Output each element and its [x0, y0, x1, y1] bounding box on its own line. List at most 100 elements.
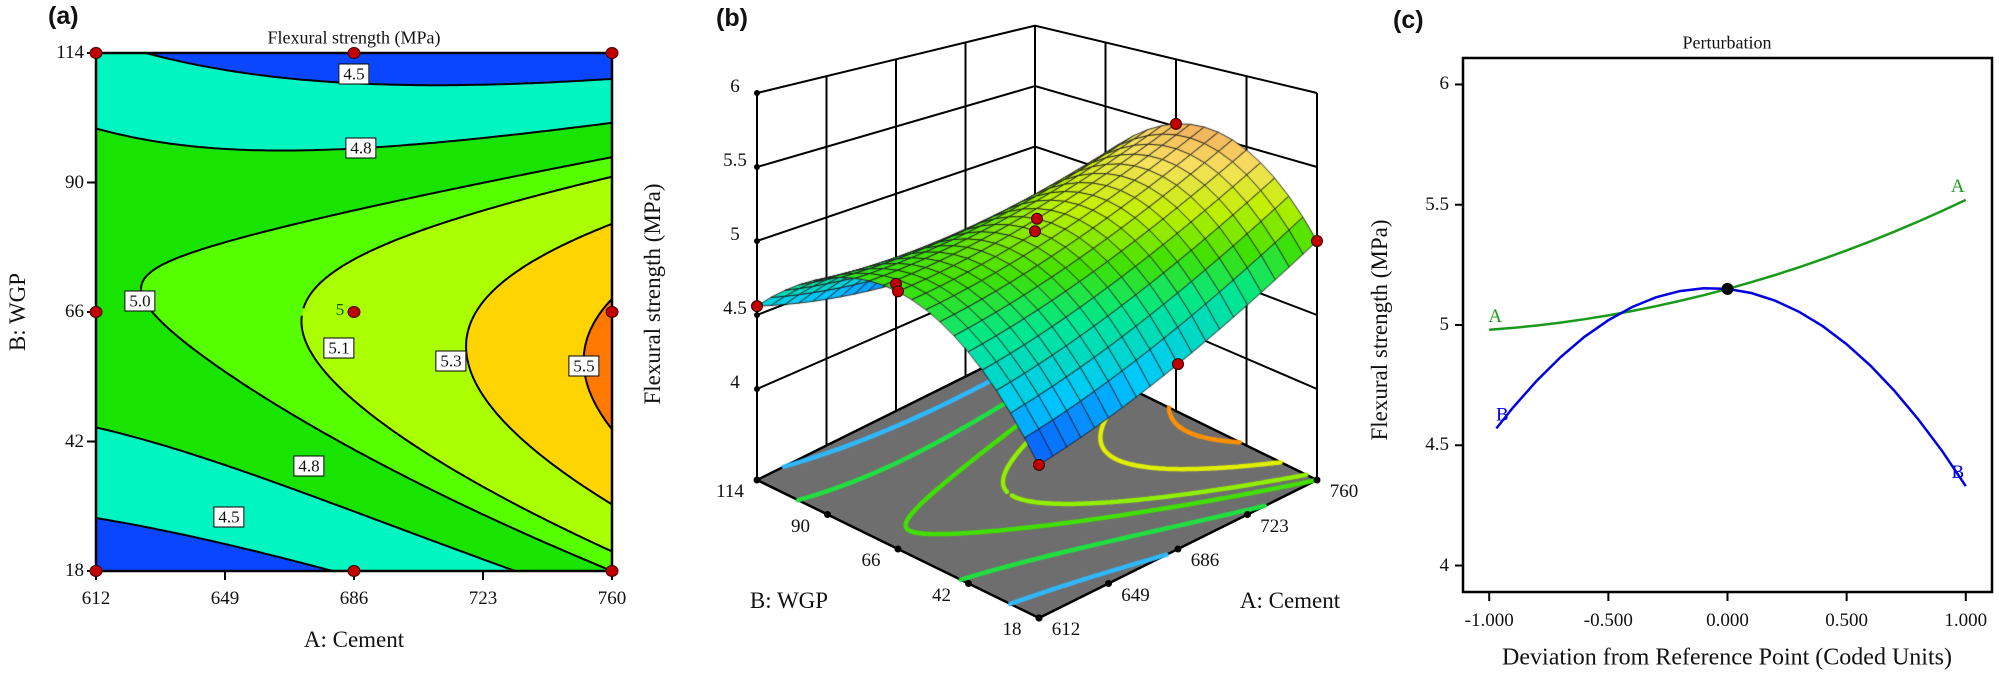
x-tick-label: -1.000	[1464, 610, 1514, 631]
b-tick-mark	[894, 545, 902, 553]
contour-title: Flexural strength (MPa)	[267, 27, 441, 48]
contour-label: 5.0	[124, 290, 156, 312]
perturbation-plot: A A B B	[1455, 56, 1994, 601]
a-tick-mark	[1244, 511, 1251, 518]
b-tick-mark	[753, 476, 761, 484]
surface-design-point	[892, 285, 904, 298]
y-tick-label: 5	[1439, 314, 1450, 335]
center-point-count: 5	[335, 300, 345, 319]
x-tick-label: 0.000	[1706, 610, 1749, 631]
contour-line-5.3	[465, 222, 613, 506]
perturbation-y-axis-label: Flexural strength (MPa)	[1367, 219, 1392, 441]
b-tick-label: 66	[861, 550, 881, 571]
contour-label: 4.5	[213, 506, 245, 528]
contour-line-5.1	[300, 175, 613, 553]
x-tick-label: -0.500	[1583, 610, 1633, 631]
a-tick-mark	[1313, 476, 1321, 484]
a-tick-label: 649	[1121, 584, 1150, 606]
b-tick-label: 114	[716, 481, 744, 502]
y-tick-label: 66	[65, 301, 84, 322]
series-label-B: B	[1496, 404, 1509, 425]
design-point	[347, 47, 361, 59]
y-tick-label: 4	[1439, 554, 1450, 576]
y-tick-label: 114	[56, 42, 84, 63]
series-label-A: A	[1951, 176, 1965, 197]
z-tick-mark	[754, 385, 760, 392]
reference-point	[1721, 282, 1734, 295]
surface-a-axis-label: A: Cement	[1239, 588, 1341, 613]
a-tick-mark	[1174, 545, 1182, 553]
x-tick-label: 686	[339, 588, 369, 609]
y-tick-label: 5.5	[1425, 193, 1449, 215]
b-tick-label: 42	[932, 584, 951, 606]
design-point	[347, 306, 361, 318]
surface-z-axis-label: Flexural strength (MPa)	[640, 183, 665, 405]
x-tick-label: 612	[81, 588, 111, 609]
z-tick-label: 5	[730, 223, 740, 245]
contour-line-5	[140, 156, 613, 572]
surface-design-point	[1033, 458, 1045, 471]
series-line-B	[1495, 286, 1967, 487]
a-tick-label: 686	[1190, 550, 1220, 571]
design-point	[89, 306, 103, 318]
contour-label: 5.1	[323, 337, 355, 359]
series-label-A: A	[1488, 306, 1502, 327]
panel-label-b: (b)	[716, 4, 748, 32]
x-tick-label: 760	[597, 588, 627, 609]
surface-axes	[751, 89, 1323, 622]
y-tick-label: 90	[65, 171, 84, 193]
contour-label: 4.5	[338, 63, 370, 85]
b-tick-mark	[1035, 614, 1043, 622]
b-tick-mark	[965, 580, 972, 587]
surface-design-point	[1029, 225, 1041, 238]
a-tick-label: 760	[1329, 481, 1359, 502]
perturbation-x-axis-label: Deviation from Reference Point (Coded Un…	[1502, 644, 1952, 671]
contour-label: 5.3	[435, 350, 467, 372]
x-tick-label: 1.000	[1944, 610, 1988, 631]
y-tick-label: 42	[65, 430, 84, 452]
design-point	[605, 565, 619, 577]
y-tick-label: 4.5	[1425, 434, 1449, 456]
z-tick-mark	[754, 311, 760, 318]
contour-line-4.8	[95, 121, 613, 572]
surface-b-axis-label: B: WGP	[749, 588, 829, 613]
surface-design-point	[751, 300, 763, 313]
series-label-B: B	[1951, 462, 1964, 483]
contour-label: 4.8	[293, 455, 325, 477]
panel-label-a: (a)	[48, 2, 79, 30]
design-point	[89, 565, 103, 577]
contour-plot-a	[87, 47, 619, 580]
perturbation-title: Perturbation	[1682, 32, 1772, 53]
surface-design-point	[1031, 212, 1043, 225]
contour-label: 4.8	[345, 137, 377, 159]
z-tick-mark	[754, 163, 760, 170]
z-tick-mark	[754, 89, 760, 96]
contour-label: 5.5	[568, 355, 600, 377]
contour-y-axis-label: B: WGP	[5, 272, 30, 352]
a-tick-label: 612	[1051, 619, 1081, 640]
series-line-A	[1489, 198, 1967, 332]
b-tick-label: 18	[1002, 619, 1022, 640]
x-tick-label: 0.500	[1825, 610, 1869, 631]
surface-design-point	[1311, 234, 1323, 247]
design-point	[89, 47, 103, 59]
y-tick-label: 18	[65, 560, 84, 581]
z-tick-label: 4.5	[723, 297, 747, 319]
b-tick-mark	[824, 511, 831, 518]
design-point	[347, 565, 361, 577]
z-tick-label: 5.5	[723, 149, 747, 171]
b-tick-label: 90	[791, 515, 810, 537]
a-tick-mark	[1105, 580, 1112, 587]
z-tick-label: 6	[730, 75, 740, 97]
z-tick-label: 4	[730, 371, 740, 393]
y-tick-label: 6	[1439, 73, 1450, 95]
contour-x-axis-label: A: Cement	[303, 627, 405, 652]
x-tick-label: 649	[210, 588, 240, 609]
x-tick-label: 723	[468, 588, 498, 609]
surface-design-point	[1170, 117, 1182, 130]
design-point	[605, 306, 619, 318]
surface-design-point	[1172, 358, 1184, 371]
z-tick-mark	[754, 237, 760, 244]
